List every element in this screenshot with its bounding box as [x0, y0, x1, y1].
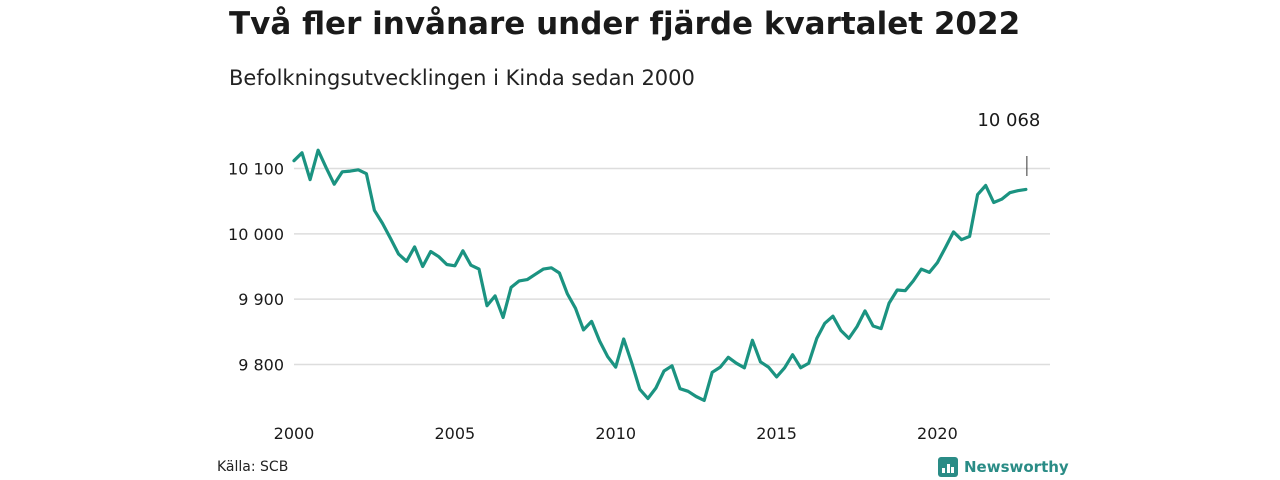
- chart-title: Två fler invånare under fjärde kvartalet…: [229, 6, 1021, 42]
- grid-lines: [294, 167, 1050, 366]
- source-note: Källa: SCB: [217, 459, 289, 475]
- x-tick-label: 2015: [756, 424, 797, 443]
- brand-logo: Newsworthy: [938, 456, 1069, 478]
- y-tick-label: 10 000: [228, 225, 284, 244]
- x-tick-label: 2010: [595, 424, 636, 443]
- x-tick-label: 2000: [274, 424, 315, 443]
- series-layer: [292, 148, 1028, 402]
- y-tick-label: 9 900: [238, 290, 284, 309]
- y-axis: 9 800 9 900 10 000 10 100: [228, 160, 284, 375]
- annotation-label: 10 068: [977, 110, 1040, 131]
- brand-name: Newsworthy: [964, 458, 1069, 476]
- annotation: 10 068: [977, 110, 1040, 176]
- x-axis: 2000 2005 2010 2015 2020: [274, 424, 958, 443]
- newsworthy-icon: [938, 457, 958, 477]
- chart-subtitle: Befolkningsutvecklingen i Kinda sedan 20…: [229, 66, 695, 90]
- y-tick-label: 9 800: [238, 356, 284, 375]
- x-tick-label: 2005: [434, 424, 475, 443]
- y-tick-label: 10 100: [228, 160, 284, 179]
- x-tick-label: 2020: [917, 424, 958, 443]
- series-line: [292, 148, 1028, 402]
